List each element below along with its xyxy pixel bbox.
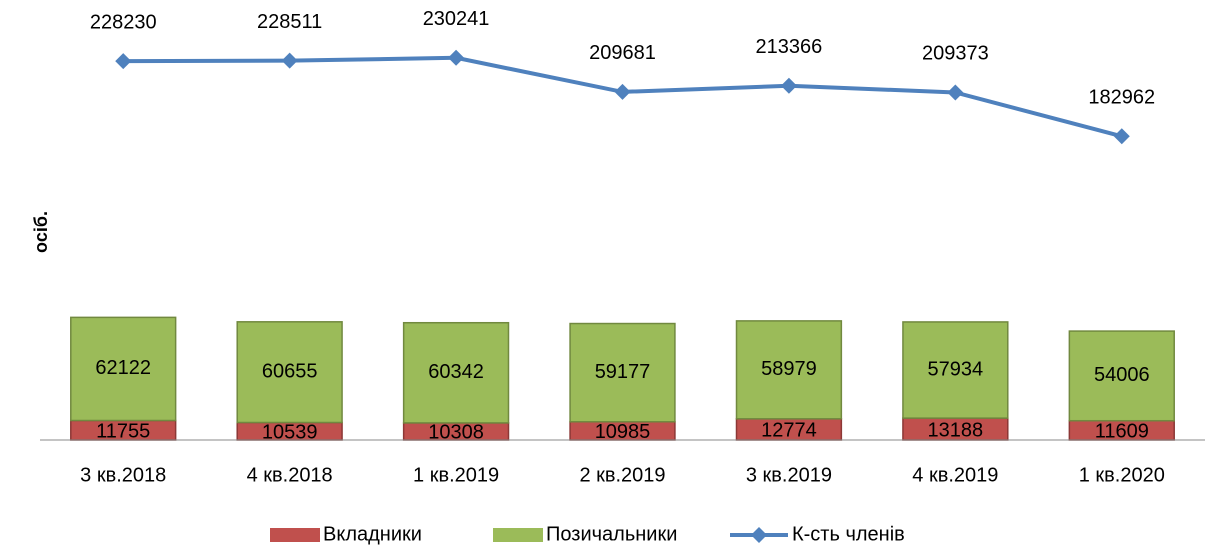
marker [947, 84, 964, 101]
data-label: 13188 [928, 419, 984, 441]
data-label: 182962 [1088, 87, 1155, 109]
legend-label: Вкладники [323, 523, 422, 545]
marker [115, 53, 132, 70]
bar-segment [236, 321, 343, 424]
x-tick-label: 4 кв.2019 [912, 464, 998, 486]
data-label: 10539 [262, 422, 318, 444]
data-label: 59177 [595, 361, 651, 383]
data-label: 209681 [589, 42, 656, 64]
data-label: 230241 [423, 8, 490, 30]
data-label: 11755 [96, 421, 150, 443]
legend-swatch [493, 528, 543, 542]
marker [780, 77, 797, 94]
data-label: 10308 [428, 422, 484, 444]
bar-segment [735, 320, 843, 420]
bar-segment [70, 316, 177, 422]
data-label: 60342 [428, 361, 484, 383]
data-label: 62122 [95, 357, 151, 379]
marker [1113, 128, 1130, 145]
bar-segment [402, 321, 510, 424]
data-label: 11609 [1095, 421, 1149, 443]
bar-segment [569, 322, 676, 423]
x-tick-label: 4 кв.2018 [247, 464, 333, 486]
marker [614, 83, 631, 100]
bar-segment [902, 321, 1009, 419]
legend-marker [751, 527, 767, 543]
x-tick-label: 1 кв.2019 [413, 464, 499, 486]
marker [448, 49, 465, 66]
data-label: 12774 [761, 420, 817, 442]
x-tick-label: 2 кв.2019 [579, 464, 665, 486]
legend-label: Позичальники [546, 523, 677, 545]
data-label: 60655 [262, 360, 318, 382]
data-label: 54006 [1094, 364, 1150, 386]
y-axis-label: осіб. [31, 211, 51, 253]
legend-swatch [270, 528, 320, 542]
data-label: 213366 [756, 36, 823, 58]
data-label: 228511 [257, 11, 322, 33]
data-label: 228230 [90, 11, 157, 33]
x-tick-label: 1 кв.2020 [1079, 464, 1165, 486]
data-label: 10985 [595, 421, 651, 443]
legend-label: К-сть членів [792, 523, 905, 545]
bar-segment [1068, 330, 1175, 422]
marker [281, 52, 298, 69]
data-label: 57934 [928, 358, 984, 380]
data-label: 209373 [922, 43, 989, 65]
x-tick-label: 3 кв.2018 [80, 464, 166, 486]
x-tick-label: 3 кв.2019 [746, 464, 832, 486]
data-label: 58979 [761, 358, 817, 380]
